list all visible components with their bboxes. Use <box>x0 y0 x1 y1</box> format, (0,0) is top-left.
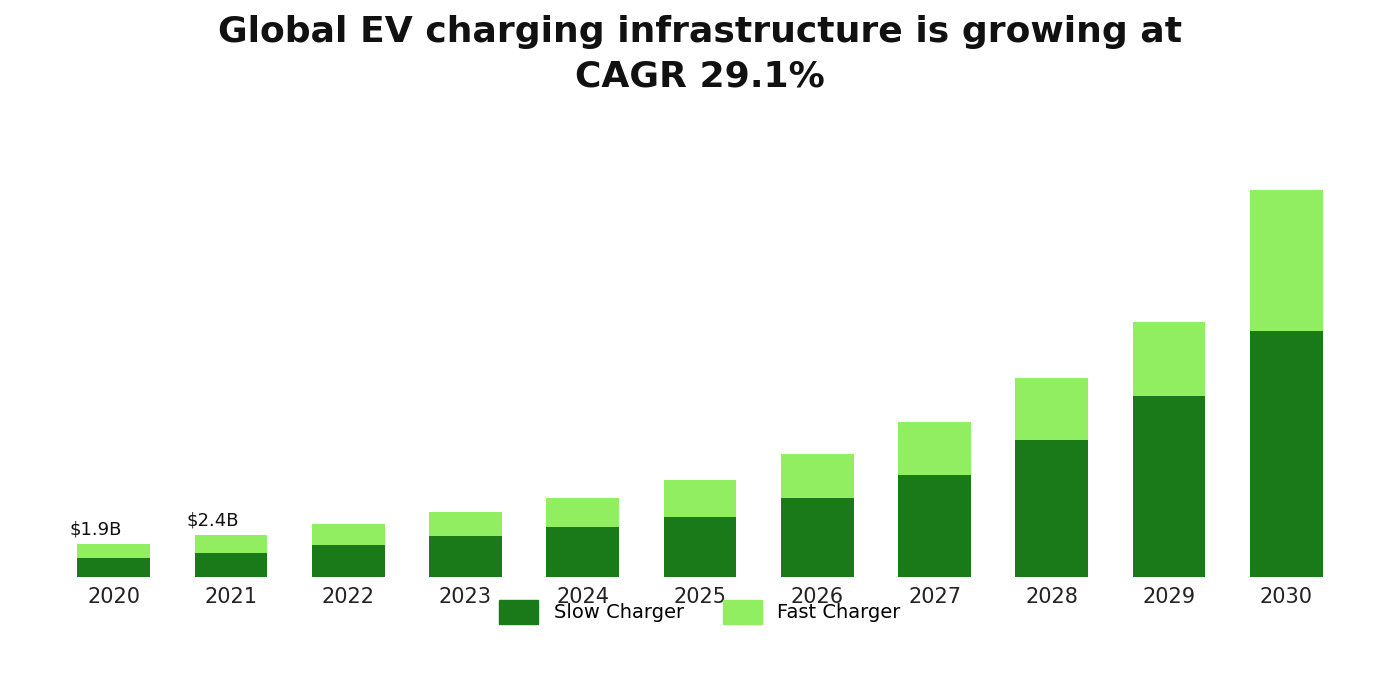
Bar <box>899 475 972 578</box>
Bar <box>781 498 854 578</box>
Text: $2.4B: $2.4B <box>186 512 239 530</box>
Bar <box>1015 378 1088 440</box>
Bar <box>195 535 267 552</box>
Bar <box>1250 330 1323 578</box>
Legend: Slow Charger, Fast Charger: Slow Charger, Fast Charger <box>491 592 909 631</box>
Bar <box>664 480 736 517</box>
Bar <box>195 552 267 578</box>
Bar <box>664 517 736 577</box>
Bar <box>546 527 619 578</box>
Bar <box>77 558 150 577</box>
Title: Global EV charging infrastructure is growing at
CAGR 29.1%: Global EV charging infrastructure is gro… <box>218 15 1182 94</box>
Bar <box>77 544 150 558</box>
Bar <box>1133 322 1205 396</box>
Bar <box>312 524 385 545</box>
Bar <box>1015 440 1088 578</box>
Bar <box>546 498 619 527</box>
Text: $1.9B: $1.9B <box>69 521 122 538</box>
Bar <box>1250 190 1323 330</box>
Bar <box>428 536 501 578</box>
Bar <box>899 422 972 475</box>
Bar <box>428 512 501 536</box>
Bar <box>1133 396 1205 578</box>
Bar <box>312 545 385 578</box>
Bar <box>781 454 854 498</box>
